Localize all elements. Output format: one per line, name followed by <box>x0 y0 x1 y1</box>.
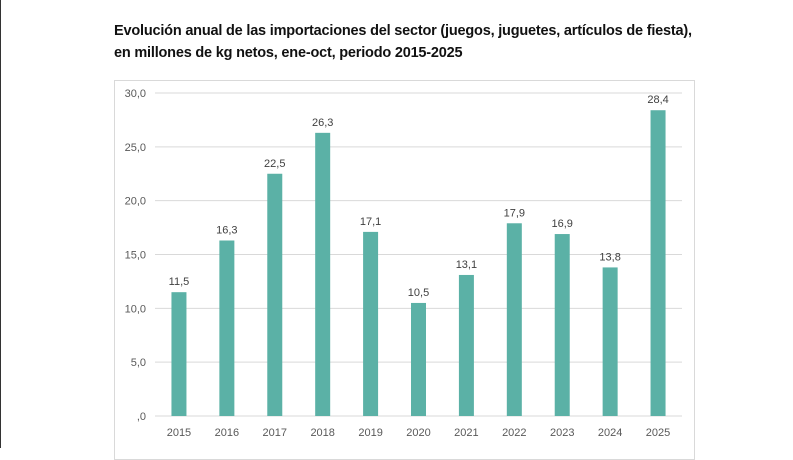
bar <box>315 132 331 416</box>
chart-title: Evolución anual de las importaciones del… <box>114 20 734 64</box>
data-label: 17,1 <box>360 216 381 228</box>
bar <box>458 274 474 416</box>
y-tick-label: 10,0 <box>125 303 146 315</box>
x-tick-label: 2023 <box>550 427 574 439</box>
bar <box>506 223 522 416</box>
bar <box>171 292 187 416</box>
y-tick-label: 15,0 <box>125 250 146 262</box>
page-edge-rule <box>0 0 1 448</box>
y-tick-label: 25,0 <box>125 142 146 154</box>
y-tick-label: 5,0 <box>131 357 146 369</box>
y-tick-label: ,0 <box>137 411 146 423</box>
data-label: 16,3 <box>216 225 237 237</box>
data-label: 16,9 <box>552 218 573 230</box>
x-tick-label: 2015 <box>167 427 191 439</box>
x-tick-label: 2021 <box>454 427 478 439</box>
data-label: 28,4 <box>647 94 668 106</box>
x-tick-label: 2022 <box>502 427 526 439</box>
data-label: 13,1 <box>456 259 477 271</box>
x-tick-label: 2017 <box>263 427 287 439</box>
x-tick-label: 2024 <box>598 427 622 439</box>
x-tick-label: 2019 <box>358 427 382 439</box>
bar <box>554 234 570 416</box>
x-tick-label: 2025 <box>646 427 670 439</box>
y-tick-label: 30,0 <box>125 88 146 100</box>
chart-title-line-2: en millones de kg netos, ene-oct, period… <box>114 45 463 61</box>
bar <box>267 173 283 416</box>
bar <box>650 110 666 416</box>
data-label: 26,3 <box>312 117 333 129</box>
bar <box>363 231 379 416</box>
x-tick-label: 2018 <box>310 427 334 439</box>
bar <box>602 267 618 416</box>
data-label: 10,5 <box>408 287 429 299</box>
data-label: 17,9 <box>504 207 525 219</box>
chart-title-line-1: Evolución anual de las importaciones del… <box>114 23 692 39</box>
bar-chart: ,0 5,0 10,0 15,0 20,0 25,0 30,0 11,5 2015 16,3 201… <box>125 88 682 439</box>
x-tick-label: 2020 <box>406 427 430 439</box>
bar <box>411 302 426 416</box>
data-label: 11,5 <box>169 276 190 288</box>
y-tick-label: 20,0 <box>125 196 146 208</box>
data-label: 13,8 <box>599 251 620 263</box>
data-label: 22,5 <box>264 158 285 170</box>
bar <box>219 240 235 416</box>
x-tick-label: 2016 <box>215 427 239 439</box>
